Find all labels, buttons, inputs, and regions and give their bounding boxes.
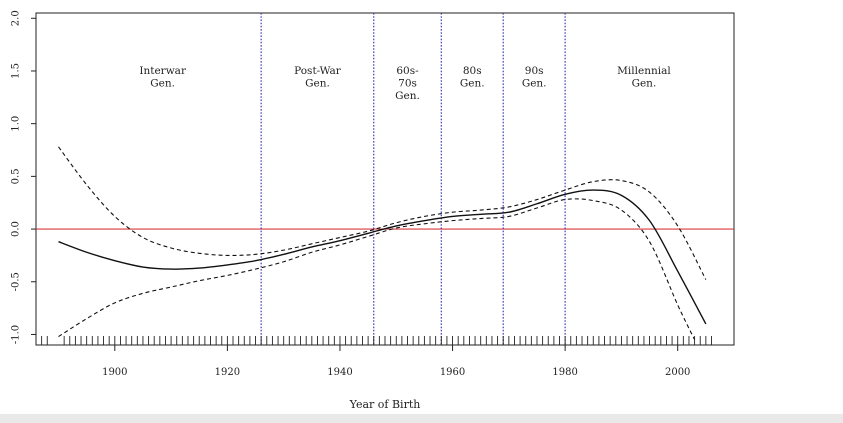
generation-boundaries [260,13,566,345]
generation-label-6: Millennial Gen. [617,65,671,90]
generation-label-5: 90s Gen. [522,65,547,90]
x-tick-label: 1940 [327,367,352,378]
estimate-line [58,189,707,325]
y-tick-label: 0.0 [11,221,22,237]
y-tick-label: 2.0 [11,10,22,26]
y-axis: -1.0 -0.5 0.0 0.5 1.0 1.5 2.0 [11,10,36,344]
x-tick-label: 2000 [665,367,690,378]
x-axis-title: Year of Birth [349,398,421,411]
y-tick-label: 1.5 [11,63,22,79]
generation-label-4: 80s Gen. [460,65,485,90]
lower-bound-line [58,198,696,340]
generation-label-3: 60s-70s Gen. [395,65,420,102]
x-tick-label: 1960 [440,367,465,378]
series-layer [58,146,707,340]
rug-marks [41,336,712,345]
x-axis: 1900 1920 1940 1960 1980 2000 [102,345,690,378]
x-tick-label: 1920 [215,367,240,378]
y-tick-label: -0.5 [11,272,22,291]
x-tick-label: 1980 [552,367,577,378]
generation-label-2: Post-War Gen. [294,65,342,90]
y-tick-label: 0.5 [11,168,22,184]
generation-labels: Interwar Gen. Post-War Gen. 60s-70s Gen. 80s Ge… [139,65,671,102]
x-tick-label: 1900 [102,367,127,378]
plot-frame [35,12,735,346]
y-tick-label: 1.0 [11,116,22,132]
upper-bound-line [58,146,707,280]
generation-label-1: Interwar Gen. [139,65,187,90]
bottom-strip [0,414,843,423]
y-tick-label: -1.0 [11,325,22,344]
